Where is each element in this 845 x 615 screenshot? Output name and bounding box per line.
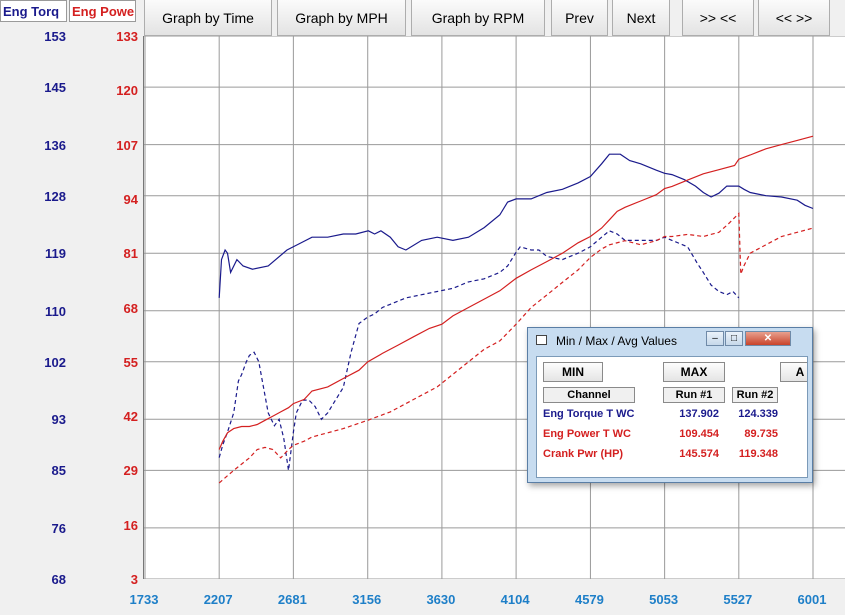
chart-svg xyxy=(144,35,845,580)
toolbar: Eng Torq Eng Powe Graph by Time Graph by… xyxy=(0,0,845,36)
power-tick-label: 133 xyxy=(116,29,138,44)
torque-tick-label: 110 xyxy=(45,303,66,319)
graph-by-rpm-button[interactable]: Graph by RPM xyxy=(411,0,545,36)
power-tick-label: 55 xyxy=(123,354,138,370)
maximize-button[interactable]: □ xyxy=(725,331,743,346)
power-tick-label: 107 xyxy=(116,137,138,153)
window-title: Min / Max / Avg Values xyxy=(556,334,677,348)
torque-tick-label: 153 xyxy=(44,29,66,44)
rpm-tick-label: 3630 xyxy=(426,592,456,607)
torque-tick-label: 76 xyxy=(51,520,66,536)
torque-tick-label: 128 xyxy=(44,188,66,204)
min-max-avg-window[interactable]: Min / Max / Avg Values – □ ✕ MIN MAX A C… xyxy=(527,327,813,483)
min-button[interactable]: MIN xyxy=(543,362,603,382)
zoom-out-button[interactable]: << >> xyxy=(758,0,830,36)
plot-area[interactable] xyxy=(143,35,845,580)
channel-header: Channel xyxy=(543,387,635,403)
series-line-1 xyxy=(218,230,740,471)
power-tick-label: 81 xyxy=(123,246,138,262)
rpm-tick-label: 1733 xyxy=(129,592,159,607)
run2-header: Run #2 xyxy=(732,387,778,403)
series-line-2 xyxy=(218,135,814,450)
torque-tick-label: 85 xyxy=(51,463,66,479)
stats-channel-cell: Eng Power T WC xyxy=(543,428,631,440)
torque-tick-label: 102 xyxy=(44,354,66,370)
power-tick-label: 29 xyxy=(123,463,138,479)
power-tick-label: 120 xyxy=(116,83,138,99)
graph-by-time-button[interactable]: Graph by Time xyxy=(144,0,272,36)
tab-eng-power[interactable]: Eng Powe xyxy=(69,0,136,22)
minimize-button[interactable]: – xyxy=(706,331,724,346)
stats-run2-cell: 89.735 xyxy=(744,428,778,440)
window-icon xyxy=(536,335,547,345)
avg-button[interactable]: A xyxy=(780,362,807,382)
rpm-tick-label: 4579 xyxy=(574,592,604,607)
rpm-tick-label: 5053 xyxy=(649,592,679,607)
run1-header: Run #1 xyxy=(663,387,725,403)
rpm-tick-label: 2207 xyxy=(203,592,233,607)
stats-run1-cell: 137.902 xyxy=(679,408,719,420)
stats-run2-cell: 124.339 xyxy=(738,408,778,420)
rpm-tick-label: 2681 xyxy=(277,592,307,607)
rpm-tick-label: 4104 xyxy=(500,592,530,607)
power-tick-label: 94 xyxy=(123,191,138,207)
stats-channel-cell: Crank Pwr (HP) xyxy=(543,448,624,460)
power-tick-label: 42 xyxy=(123,409,138,425)
power-tick-label: 3 xyxy=(130,572,138,587)
zoom-in-button[interactable]: >> << xyxy=(682,0,754,36)
power-tick-label: 68 xyxy=(123,300,138,316)
power-tick-label: 16 xyxy=(123,517,138,533)
stats-panel: MIN MAX A Channel Run #1 Run #2 Eng Torq… xyxy=(536,356,808,478)
rpm-tick-label: 6001 xyxy=(797,592,827,607)
stats-run1-cell: 145.574 xyxy=(679,448,719,460)
torque-tick-label: 136 xyxy=(44,137,66,153)
stats-channel-cell: Eng Torque T WC xyxy=(543,408,635,420)
next-button[interactable]: Next xyxy=(612,0,670,36)
prev-button[interactable]: Prev xyxy=(551,0,608,36)
torque-tick-label: 145 xyxy=(44,80,66,96)
close-button[interactable]: ✕ xyxy=(745,331,791,346)
series-line-0 xyxy=(218,153,814,298)
graph-by-mph-button[interactable]: Graph by MPH xyxy=(277,0,406,36)
stats-run2-cell: 119.348 xyxy=(738,448,778,460)
stats-run1-cell: 109.454 xyxy=(679,428,719,440)
torque-tick-label: 93 xyxy=(51,412,66,428)
series-line-3 xyxy=(218,212,814,484)
torque-tick-label: 119 xyxy=(45,246,66,262)
rpm-tick-label: 5527 xyxy=(723,592,753,607)
torque-tick-label: 68 xyxy=(51,572,66,587)
rpm-tick-label: 3156 xyxy=(352,592,382,607)
tab-eng-torque[interactable]: Eng Torq xyxy=(0,0,67,22)
max-button[interactable]: MAX xyxy=(663,362,725,382)
